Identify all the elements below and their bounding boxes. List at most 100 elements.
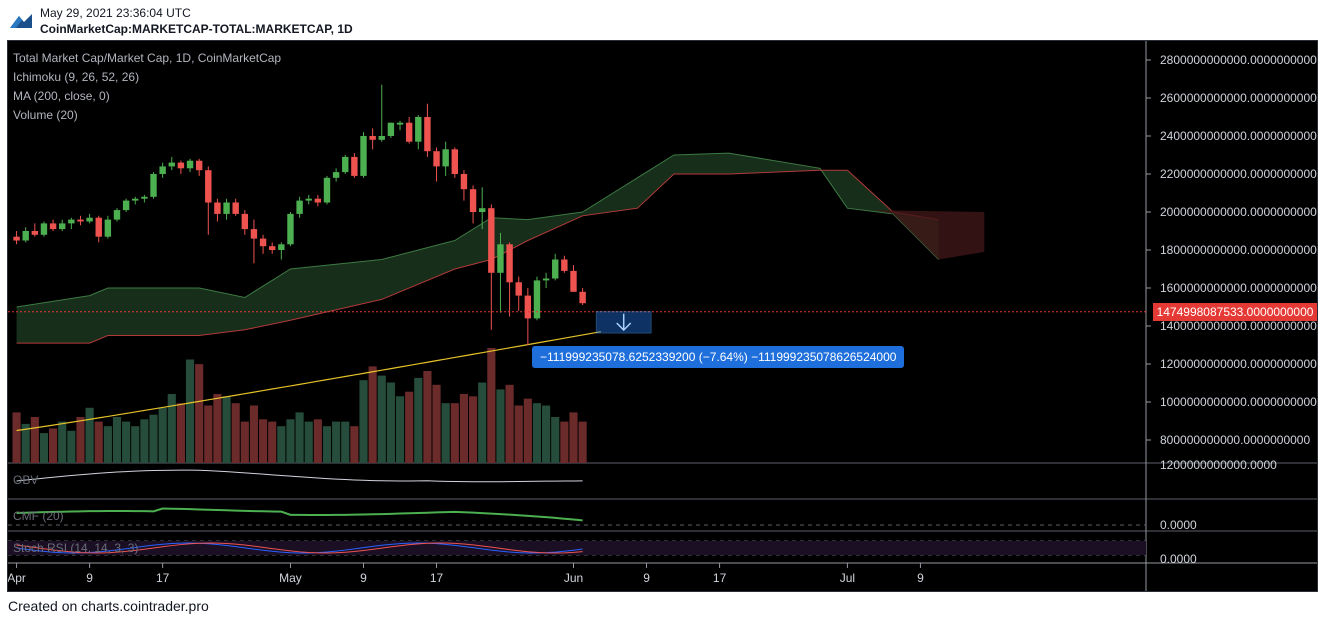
ichimoku-cloud [16, 153, 939, 344]
price-tick-label: 1400000000000.0000000000 [1160, 319, 1317, 333]
last-price-label: 1474998087533.0000000000 [1153, 303, 1317, 321]
volume-bar [85, 407, 94, 463]
volume-bar [122, 421, 131, 463]
volume-bar [414, 377, 423, 463]
date-tick-label: 9 [86, 571, 93, 585]
candle-body [342, 156, 349, 173]
candle-body [387, 122, 395, 136]
candle [86, 213, 93, 224]
candle [351, 153, 358, 178]
volume-bar [505, 384, 514, 463]
chart-svg[interactable]: 2800000000000.0000000000 2600000000000.00… [8, 41, 1318, 592]
legend-stoch-rsi[interactable]: Stoch RSI (14, 14, 3, 3) [13, 541, 139, 555]
volume-bar [395, 396, 405, 463]
candle-body [451, 149, 459, 174]
date-tick-label: Apr [8, 571, 26, 585]
candle [250, 219, 258, 264]
candle [542, 272, 550, 288]
candle [305, 194, 312, 205]
candle-body [305, 198, 312, 201]
legend-ma[interactable]: MA (200, close, 0) [13, 89, 110, 103]
header: May 29, 2021 23:36:04 UTC CoinMarketCap:… [0, 0, 1324, 40]
volume-bar [542, 405, 551, 463]
candle-body [515, 282, 522, 296]
volume-bar [185, 359, 195, 463]
candle [104, 215, 112, 239]
candle-body [168, 162, 175, 167]
volume-bar [432, 384, 441, 463]
volume-bar [204, 405, 213, 463]
candle [424, 103, 431, 157]
chart-panel[interactable]: 2800000000000.0000000000 2600000000000.00… [7, 40, 1318, 592]
candle-body [259, 238, 267, 247]
price-tick-label: 1200000000000.0000000000 [1160, 357, 1317, 371]
candle [141, 194, 148, 203]
candle-body [104, 219, 112, 237]
volume-bar [304, 421, 313, 463]
volume-bar [350, 426, 359, 463]
candle [205, 166, 212, 235]
candle [31, 223, 39, 237]
candle [150, 172, 157, 199]
volume-bar [222, 396, 231, 463]
candle-body [113, 210, 121, 220]
candle [223, 198, 230, 220]
date-tick-label: 17 [713, 571, 727, 585]
volume-bar [131, 426, 140, 463]
date-tick-label: Jul [840, 571, 855, 585]
volume-bar [523, 398, 532, 463]
date-tick-label: 9 [360, 571, 367, 585]
candle [579, 288, 586, 306]
legend-ichimoku[interactable]: Ichimoku (9, 26, 52, 26) [13, 70, 140, 84]
candle-body [287, 213, 294, 245]
volume-bar [103, 426, 112, 463]
candle [13, 231, 20, 245]
candle-body [579, 291, 586, 304]
candle [177, 160, 185, 174]
candle-body [31, 231, 39, 235]
candle [469, 185, 477, 224]
candle [95, 215, 102, 243]
volume-bar [231, 403, 240, 463]
volume-bar [49, 428, 58, 463]
candle-body [95, 217, 102, 237]
candle [332, 168, 340, 182]
candle [378, 84, 385, 142]
candle [232, 198, 239, 216]
date-tick-label: 17 [430, 571, 444, 585]
candle [287, 212, 294, 247]
candle-body [369, 136, 376, 140]
candle-body [478, 208, 486, 212]
volume-bar [551, 417, 560, 463]
date-tick-label: Jun [564, 571, 583, 585]
legend-volume[interactable]: Volume (20) [13, 108, 78, 122]
candle-body [552, 259, 559, 279]
candle-body [141, 196, 148, 199]
candle [278, 242, 285, 260]
volume-bar [21, 423, 30, 463]
volume-bar [578, 421, 587, 463]
legend-obv[interactable]: OBV [13, 473, 39, 487]
candle [442, 141, 449, 176]
stoch-d-line [16, 542, 583, 554]
candle-body [360, 136, 367, 176]
volume-bar [167, 394, 176, 463]
volume-bar [158, 407, 167, 463]
candle-body [561, 259, 568, 271]
price-tick-label: 2600000000000.0000000000 [1160, 91, 1317, 105]
candle [524, 288, 532, 345]
candle-body [506, 244, 513, 283]
price-tick-label: 2400000000000.0000000000 [1160, 129, 1317, 143]
candle [570, 265, 577, 292]
symbol-title: CoinMarketCap:MARKETCAP-TOTAL:MARKETCAP,… [40, 22, 353, 36]
ma200-line [16, 331, 601, 432]
volume-bar [450, 403, 459, 463]
candle-body [323, 177, 331, 203]
candle [159, 162, 166, 178]
date-tick-label: 9 [917, 571, 924, 585]
candle-body [177, 162, 185, 169]
legend-cmf[interactable]: CMF (20) [13, 509, 64, 523]
candle-body [86, 217, 93, 222]
price-tick-label: 1600000000000.0000000000 [1160, 281, 1317, 295]
volume-bar [295, 412, 304, 463]
